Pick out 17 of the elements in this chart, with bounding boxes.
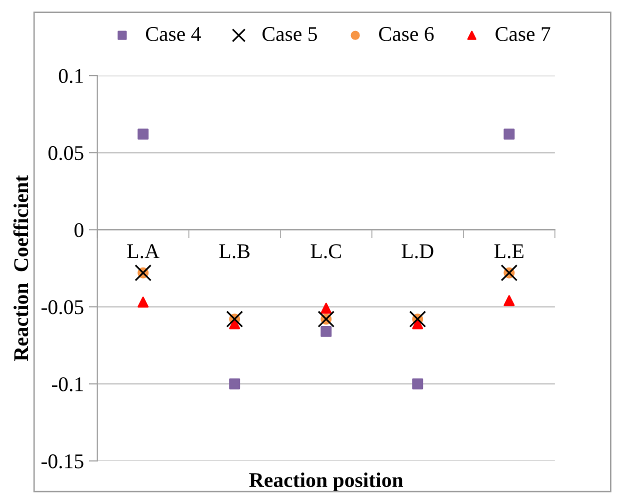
y-tick-label: -0.15 (42, 454, 84, 468)
legend-label: Case 7 (496, 27, 550, 42)
x-tick-label: L.A (127, 244, 160, 258)
y-tick-label: -0.1 (52, 377, 83, 392)
y-tick-label: 0.05 (48, 146, 84, 160)
y-tick-label: 0.1 (58, 68, 83, 84)
x-tick-label: L.C (310, 244, 341, 258)
legend-label: Case 6 (379, 27, 434, 42)
x-tick-label: L.E (494, 244, 524, 258)
legend-label: Case 5 (262, 27, 317, 42)
y-tick-label: -0.05 (42, 300, 84, 314)
y-axis-title: Reaction Coefficient (13, 175, 28, 362)
legend-label: Case 4 (146, 27, 201, 42)
x-tick-label: L.D (402, 244, 434, 258)
y-tick-label: 0 (74, 223, 84, 238)
x-tick-label: L.B (219, 244, 250, 258)
x-axis-title: Reaction position (249, 472, 404, 492)
